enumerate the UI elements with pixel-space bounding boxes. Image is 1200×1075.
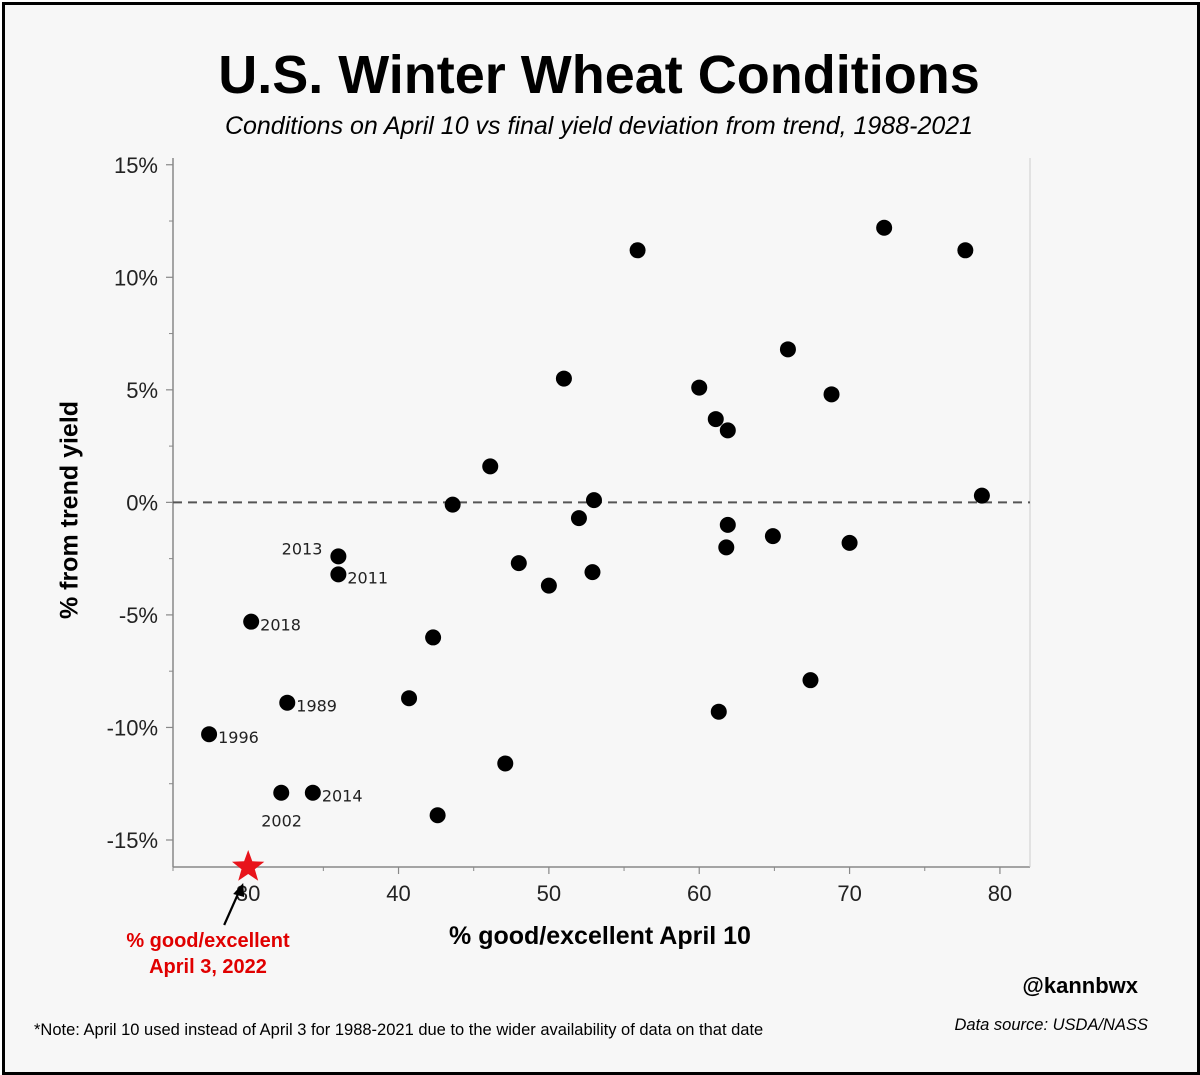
highlight-arrow-head xyxy=(233,883,245,897)
y-tick-label: -15% xyxy=(107,828,158,853)
data-point xyxy=(719,516,736,533)
data-point xyxy=(957,242,974,259)
point-label: 2002 xyxy=(261,812,302,831)
highlight-star xyxy=(232,850,265,881)
point-label: 1996 xyxy=(218,728,259,747)
data-point xyxy=(279,694,296,711)
y-tick-label: -5% xyxy=(119,603,158,628)
data-point xyxy=(584,564,601,581)
data-point xyxy=(243,613,260,630)
y-tick-label: 0% xyxy=(126,490,158,515)
x-tick-label: 50 xyxy=(537,881,561,906)
data-point xyxy=(444,496,461,513)
highlight-caption: % good/excellent April 3, 2022 xyxy=(88,928,328,980)
point-label: 1989 xyxy=(296,697,337,716)
data-points xyxy=(201,219,990,824)
point-labels: 2013 2011 2018 1989 1996 2002 2014 xyxy=(218,539,388,830)
highlight-caption-line-2: April 3, 2022 xyxy=(149,956,267,978)
data-point xyxy=(201,726,218,743)
data-point xyxy=(876,219,893,236)
data-point xyxy=(482,458,499,475)
x-tick-label: 70 xyxy=(837,881,861,906)
data-point xyxy=(719,422,736,439)
x-tick-label: 40 xyxy=(386,881,410,906)
y-axis-label: % from trend yield xyxy=(55,400,84,620)
data-point xyxy=(401,690,418,707)
data-point xyxy=(425,629,442,646)
footnote: *Note: April 10 used instead of April 3 … xyxy=(34,1021,764,1039)
point-label: 2014 xyxy=(322,787,363,806)
x-axis-label: % good/excellent April 10 xyxy=(449,922,751,950)
y-tick-label: 5% xyxy=(126,378,158,403)
highlight-marker xyxy=(223,850,265,926)
data-point xyxy=(330,548,347,565)
y-tick-label: 15% xyxy=(114,153,158,178)
data-point xyxy=(555,370,572,387)
data-point xyxy=(497,755,514,772)
data-point xyxy=(629,242,646,259)
highlight-caption-line-1: % good/excellent xyxy=(126,930,290,952)
data-point xyxy=(540,577,557,594)
x-tick-label: 60 xyxy=(687,881,711,906)
y-tick-label: 10% xyxy=(114,265,158,290)
data-point xyxy=(718,539,735,556)
y-tick-label: -10% xyxy=(107,715,158,740)
data-point xyxy=(707,411,724,428)
author-handle: @kannbwx xyxy=(1022,973,1138,998)
point-label: 2018 xyxy=(260,616,301,635)
data-point xyxy=(973,487,990,504)
data-point xyxy=(570,510,587,527)
data-point xyxy=(802,672,819,689)
data-point xyxy=(764,528,781,545)
data-point xyxy=(304,784,321,801)
x-tick-label: 80 xyxy=(988,881,1012,906)
data-point xyxy=(273,784,290,801)
point-label: 2013 xyxy=(282,539,323,558)
point-label: 2011 xyxy=(347,568,388,587)
data-source: Data source: USDA/NASS xyxy=(954,1016,1149,1034)
data-point xyxy=(823,386,840,403)
data-point xyxy=(585,492,602,509)
data-point xyxy=(691,379,708,396)
data-point xyxy=(429,807,446,824)
data-point xyxy=(710,703,727,720)
data-point xyxy=(779,341,796,358)
data-point xyxy=(330,566,347,583)
data-point xyxy=(510,555,527,572)
chart-title: U.S. Winter Wheat Conditions xyxy=(218,45,980,105)
chart-subtitle: Conditions on April 10 vs final yield de… xyxy=(224,112,974,140)
data-point xyxy=(841,534,858,551)
axes: 15%10%5%0%-5%-10%-15%30 40 50 60 70 80 xyxy=(107,153,1031,906)
